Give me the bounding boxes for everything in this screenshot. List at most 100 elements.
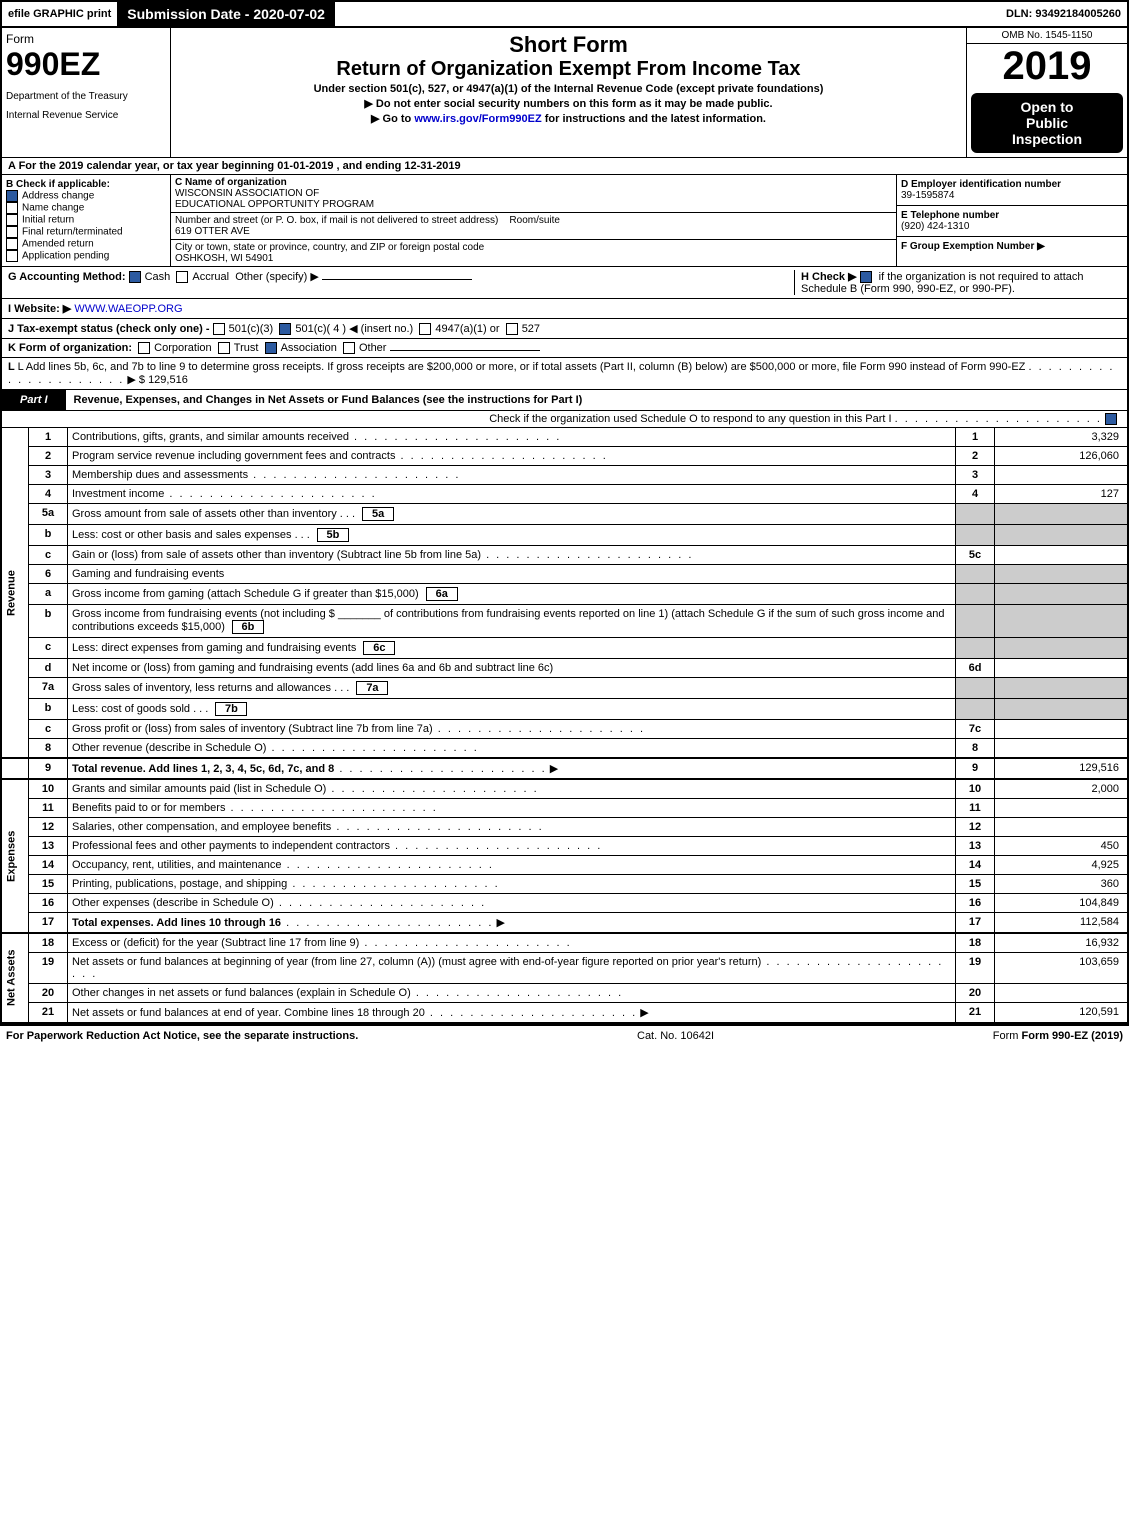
table-row: 12 Salaries, other compensation, and emp…	[1, 818, 1128, 837]
checkbox-icon[interactable]	[176, 271, 188, 283]
form-word: Form	[6, 32, 166, 46]
table-row: 19 Net assets or fund balances at beginn…	[1, 953, 1128, 984]
row-g-h: G Accounting Method: Cash Accrual Other …	[0, 267, 1129, 299]
street-block: Number and street (or P. O. box, if mail…	[171, 213, 896, 240]
chk-name-change[interactable]: Name change	[6, 202, 166, 214]
table-row: b Less: cost of goods sold . . . 7b	[1, 699, 1128, 720]
opt-cash: Cash	[145, 271, 171, 283]
goto-pre: ▶ Go to	[371, 113, 414, 125]
subfield-7a: 7a	[356, 681, 388, 695]
checkbox-icon	[6, 190, 18, 202]
checkbox-icon[interactable]	[265, 342, 277, 354]
city-label: City or town, state or province, country…	[175, 242, 484, 253]
checkbox-icon[interactable]	[213, 323, 225, 335]
tel-val: (920) 424-1310	[901, 221, 969, 232]
omb-number: OMB No. 1545-1150	[967, 28, 1127, 44]
section-expenses: Expenses	[1, 779, 29, 933]
checkbox-icon[interactable]	[138, 342, 150, 354]
inspection-badge: Open to Public Inspection	[971, 93, 1123, 153]
table-row: a Gross income from gaming (attach Sched…	[1, 584, 1128, 605]
table-row: Revenue 1 Contributions, gifts, grants, …	[1, 428, 1128, 447]
other-org-input[interactable]	[390, 350, 540, 351]
efile-label[interactable]: efile GRAPHIC print	[2, 6, 117, 22]
checkbox-icon[interactable]	[129, 271, 141, 283]
chk-final-return[interactable]: Final return/terminated	[6, 226, 166, 238]
row-j: J Tax-exempt status (check only one) - 5…	[0, 319, 1129, 339]
subfield-5a: 5a	[362, 507, 394, 521]
room-label: Room/suite	[509, 215, 560, 226]
table-row: 17 Total expenses. Add lines 10 through …	[1, 913, 1128, 934]
checkbox-icon	[6, 250, 18, 262]
table-row: 7a Gross sales of inventory, less return…	[1, 678, 1128, 699]
row-l: L L Add lines 5b, 6c, and 7b to line 9 t…	[0, 358, 1129, 390]
table-row: c Less: direct expenses from gaming and …	[1, 638, 1128, 659]
box-b-label: B Check if applicable:	[6, 179, 166, 190]
title-return: Return of Organization Exempt From Incom…	[179, 58, 958, 81]
table-row: b Less: cost or other basis and sales ex…	[1, 525, 1128, 546]
checkbox-icon[interactable]	[1105, 413, 1117, 425]
table-row: 14 Occupancy, rent, utilities, and maint…	[1, 856, 1128, 875]
table-row: 21 Net assets or fund balances at end of…	[1, 1003, 1128, 1024]
line-desc: Contributions, gifts, grants, and simila…	[68, 428, 956, 447]
checkbox-icon[interactable]	[218, 342, 230, 354]
org-name-1: WISCONSIN ASSOCIATION OF	[175, 188, 319, 199]
part1-header: Part I Revenue, Expenses, and Changes in…	[0, 390, 1129, 411]
opt-trust: Trust	[234, 342, 259, 354]
checkbox-icon	[6, 202, 18, 214]
checkbox-icon	[6, 238, 18, 250]
goto-post: for instructions and the latest informat…	[545, 113, 766, 125]
city-val: OSHKOSH, WI 54901	[175, 253, 273, 264]
checkbox-icon[interactable]	[506, 323, 518, 335]
opt-527: 527	[522, 323, 540, 335]
arrow-icon: ▶	[550, 763, 558, 775]
chk-amended[interactable]: Amended return	[6, 238, 166, 250]
table-row: 20 Other changes in net assets or fund b…	[1, 984, 1128, 1003]
table-row: c Gain or (loss) from sale of assets oth…	[1, 546, 1128, 565]
line-val: 3,329	[995, 428, 1129, 447]
row-k: K Form of organization: Corporation Trus…	[0, 339, 1129, 358]
part1-check-row: Check if the organization used Schedule …	[0, 411, 1129, 428]
website-link[interactable]: WWW.WAEOPP.ORG	[74, 303, 182, 315]
opt-other: Other (specify) ▶	[235, 271, 319, 283]
line-right-num: 1	[956, 428, 995, 447]
table-row: 15 Printing, publications, postage, and …	[1, 875, 1128, 894]
row-l-arrow: ▶ $	[127, 374, 145, 386]
box-def: D Employer identification number 39-1595…	[897, 175, 1127, 266]
goto-line: ▶ Go to www.irs.gov/Form990EZ for instru…	[179, 112, 958, 125]
checkbox-icon[interactable]	[419, 323, 431, 335]
opt-other-org: Other	[359, 342, 387, 354]
other-input[interactable]	[322, 279, 472, 280]
org-form-label: K Form of organization:	[8, 342, 132, 354]
table-row: 2 Program service revenue including gove…	[1, 447, 1128, 466]
website-label: I Website: ▶	[8, 303, 71, 315]
street-val: 619 OTTER AVE	[175, 226, 250, 237]
table-row: 8 Other revenue (describe in Schedule O)…	[1, 739, 1128, 759]
checkbox-icon[interactable]	[860, 271, 872, 283]
opt-501c: 501(c)( 4 ) ◀ (insert no.)	[295, 323, 413, 335]
submission-date: Submission Date - 2020-07-02	[117, 2, 335, 26]
table-row: 13 Professional fees and other payments …	[1, 837, 1128, 856]
footer-left: For Paperwork Reduction Act Notice, see …	[6, 1030, 358, 1042]
goto-link[interactable]: www.irs.gov/Form990EZ	[414, 113, 541, 125]
table-row: Expenses 10 Grants and similar amounts p…	[1, 779, 1128, 799]
org-name-label: C Name of organization	[175, 177, 287, 188]
box-f: F Group Exemption Number ▶	[897, 237, 1127, 256]
checkbox-icon[interactable]	[343, 342, 355, 354]
group-exempt-label: F Group Exemption Number ▶	[901, 241, 1045, 252]
table-row: 6 Gaming and fundraising events	[1, 565, 1128, 584]
dept-treasury: Department of the Treasury	[6, 91, 166, 102]
box-b: B Check if applicable: Address change Na…	[2, 175, 171, 266]
chk-address-change[interactable]: Address change	[6, 190, 166, 202]
chk-pending[interactable]: Application pending	[6, 250, 166, 262]
table-row: Net Assets 18 Excess or (deficit) for th…	[1, 933, 1128, 953]
accounting-label: G Accounting Method:	[8, 271, 126, 283]
h-text1: H Check ▶	[801, 271, 860, 283]
row-l-text: L Add lines 5b, 6c, and 7b to line 9 to …	[18, 361, 1026, 373]
tel-label: E Telephone number	[901, 210, 999, 221]
title-short-form: Short Form	[179, 32, 958, 58]
checkbox-icon[interactable]	[279, 323, 291, 335]
dept-irs: Internal Revenue Service	[6, 110, 166, 121]
subfield-6b: 6b	[232, 620, 264, 634]
table-row: 4 Investment income 4 127	[1, 485, 1128, 504]
chk-initial-return[interactable]: Initial return	[6, 214, 166, 226]
